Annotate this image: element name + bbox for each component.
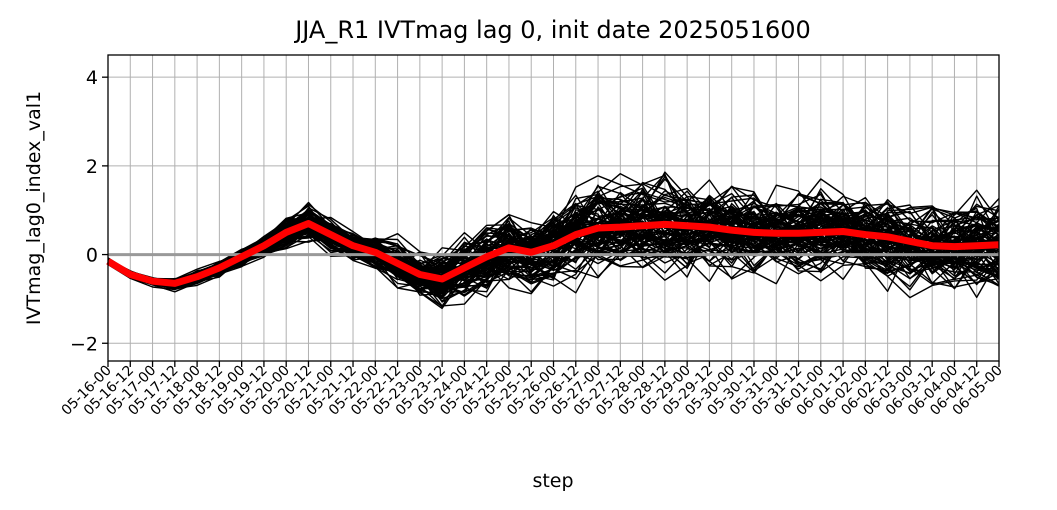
y-ticks: −2 0 2 4 [70,67,108,355]
x-ticks: 05-16-0005-16-1205-17-0005-17-1205-18-00… [59,361,1006,419]
mean-series-line [106,220,1000,287]
chart-title: JJA_R1 IVTmag lag 0, init date 202505160… [293,16,811,44]
y-tick-label: −2 [70,333,98,355]
y-tick-label: 2 [86,156,98,178]
x-axis-label: step [532,470,573,492]
y-tick-label: 0 [86,245,98,267]
y-tick-label: 4 [86,67,98,89]
y-axis-label: IVTmag_lag0_index_val1 [23,91,45,325]
ensemble-member-line [107,202,1000,287]
mean-series [106,220,1000,287]
